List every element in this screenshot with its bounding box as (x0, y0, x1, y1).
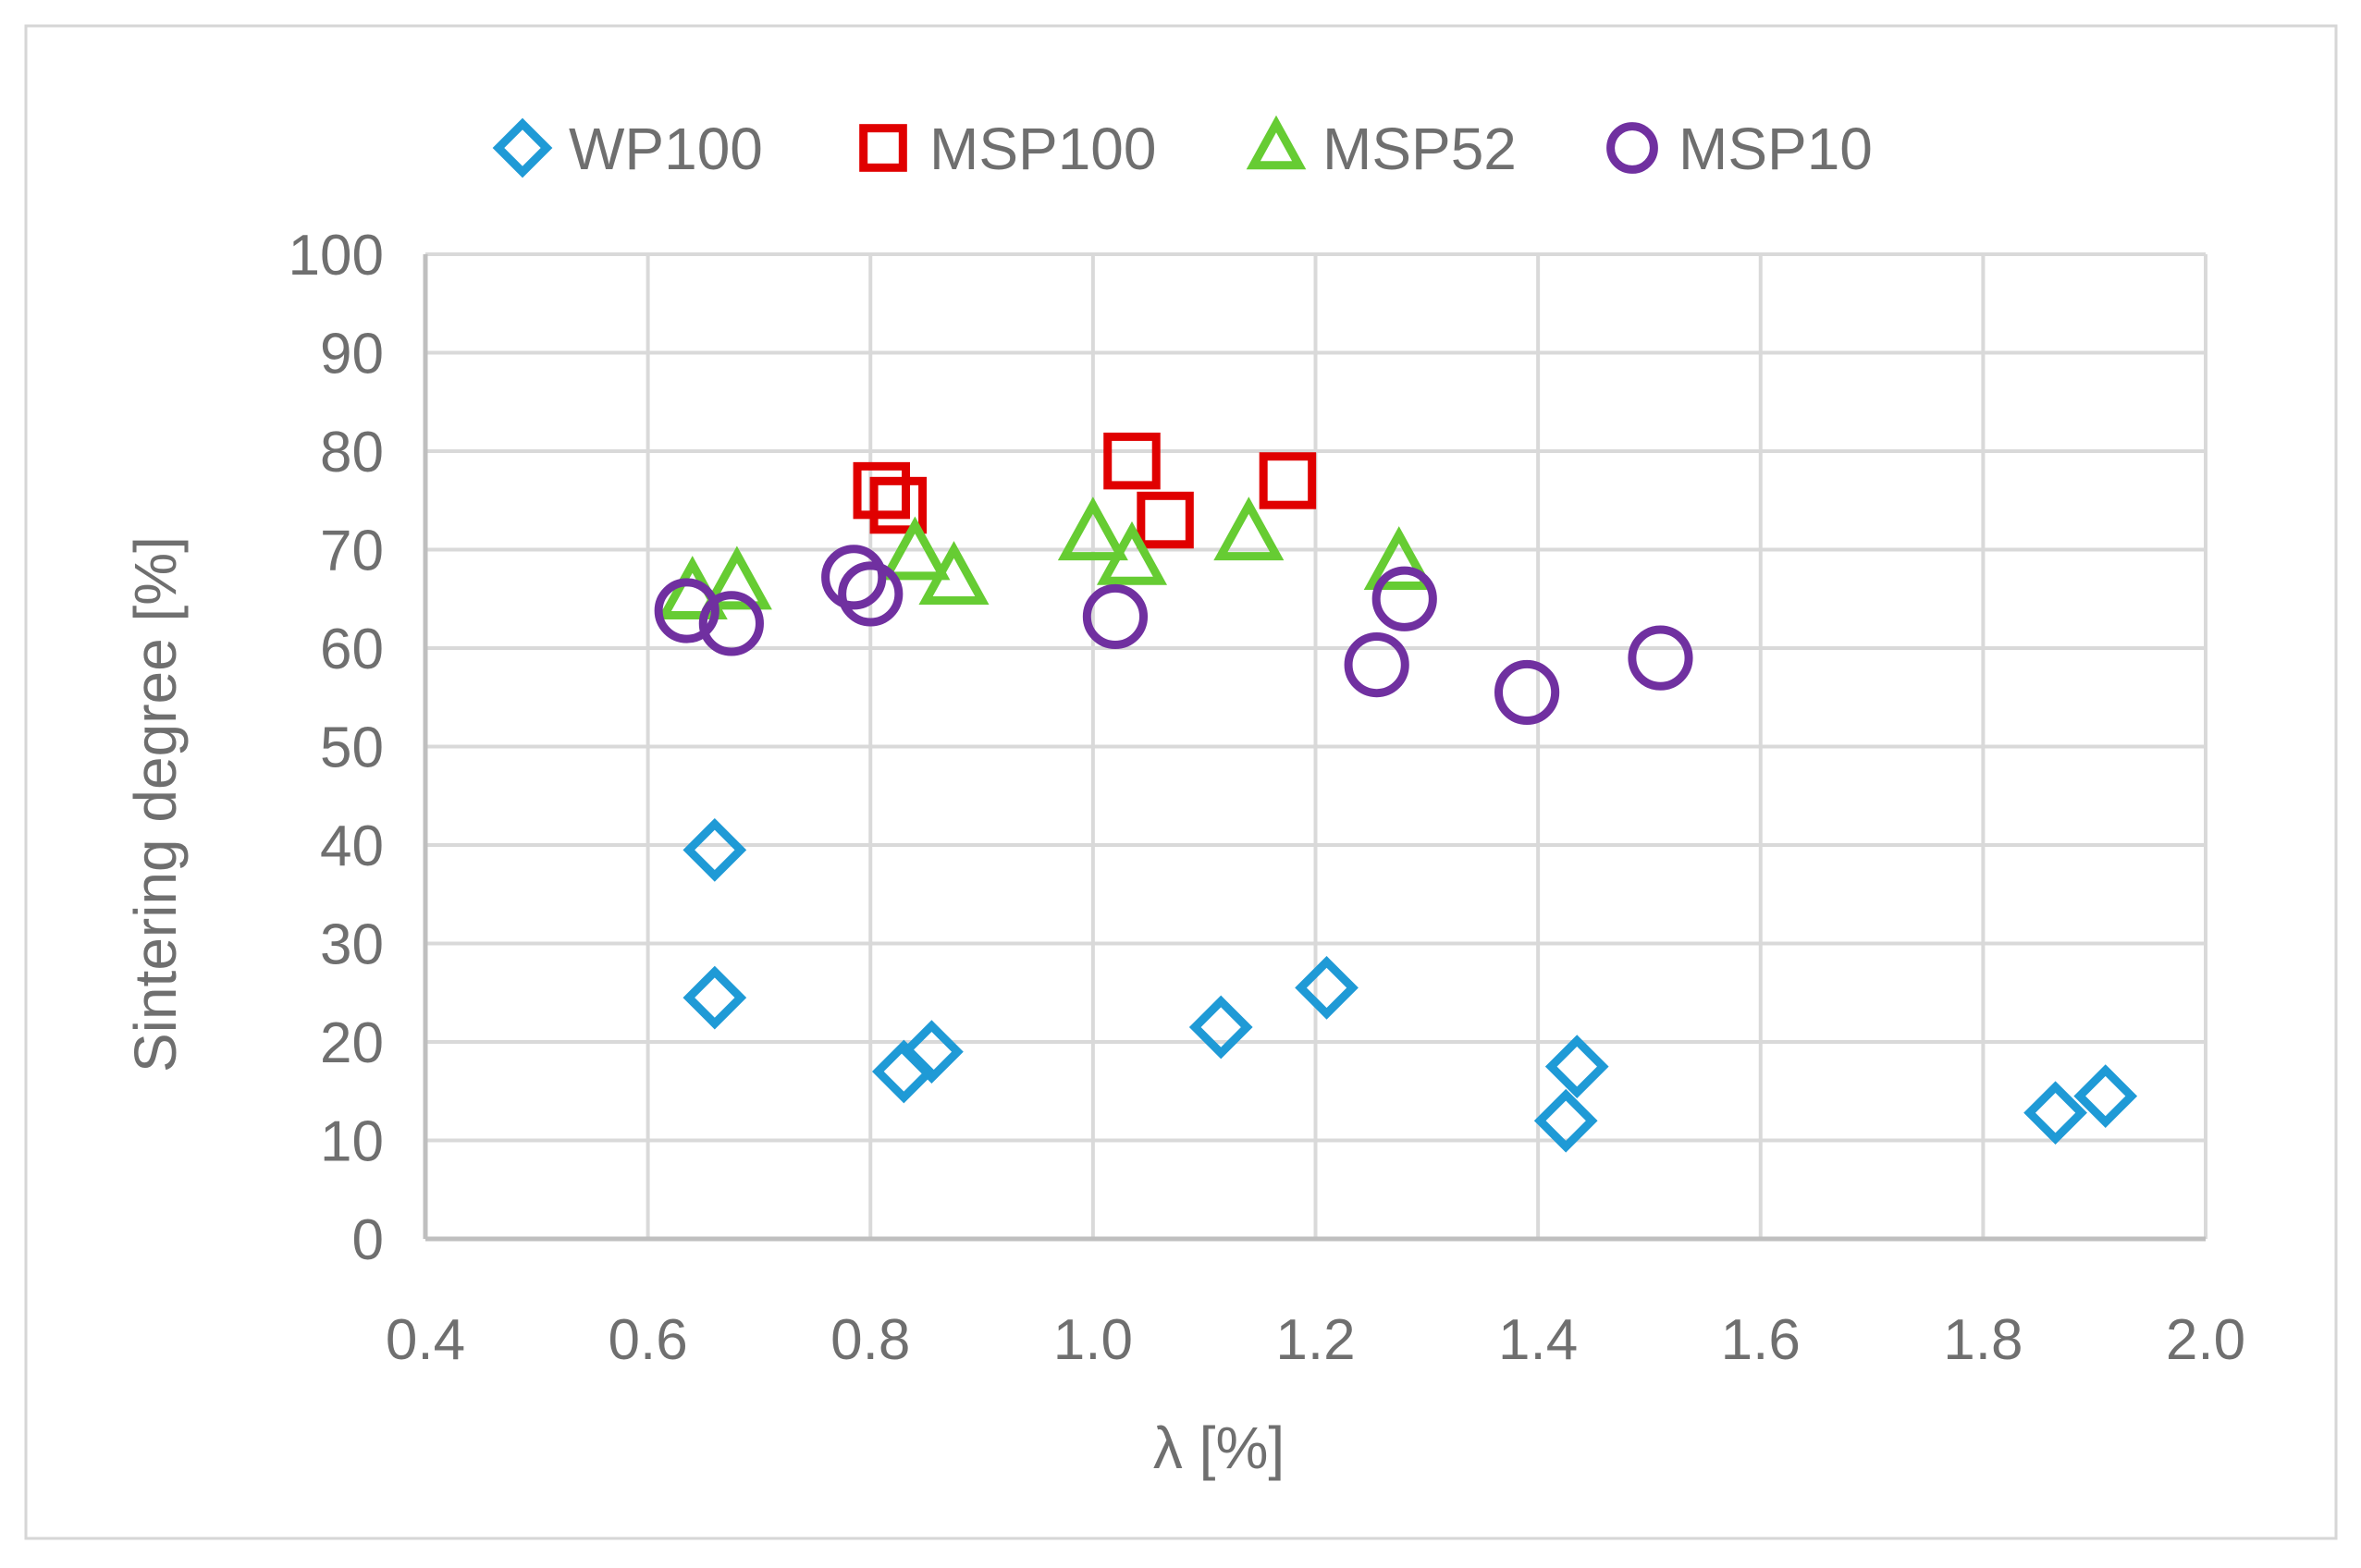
legend-label: MSP10 (1679, 116, 1873, 182)
legend: WP100 MSP100 MSP52 MSP10 (492, 115, 1873, 182)
y-tick-label: 30 (320, 913, 384, 977)
point-wp100 (1188, 995, 1253, 1060)
point-msp10 (1494, 659, 1560, 726)
point-msp100 (1259, 452, 1317, 509)
y-tick-label: 90 (320, 323, 384, 386)
axes (423, 254, 2206, 1242)
point-msp10 (1082, 583, 1149, 650)
chart-border (24, 24, 2338, 1540)
x-tick-label: 0.8 (830, 1308, 910, 1372)
point-msp10 (654, 578, 719, 643)
x-tick-labels: 0.4 0.6 0.8 1.0 1.2 1.4 1.6 1.8 2.0 (386, 1308, 2245, 1372)
point-wp100 (2023, 1081, 2087, 1145)
y-tick-label: 100 (289, 224, 384, 288)
point-msp10 (1371, 566, 1437, 631)
point-wp100 (1295, 956, 1359, 1020)
point-msp10 (1628, 625, 1693, 691)
point-msp10 (1344, 632, 1409, 698)
x-tick-label: 1.8 (1943, 1308, 2023, 1372)
point-msp52 (879, 516, 951, 581)
point-wp100 (682, 817, 747, 882)
y-tick-label: 60 (320, 618, 384, 681)
x-tick-label: 0.4 (386, 1308, 465, 1372)
y-tick-label: 70 (320, 520, 384, 583)
legend-marker-triangle (1246, 115, 1307, 170)
x-tick-label: 0.6 (609, 1308, 688, 1372)
legend-label: WP100 (569, 116, 763, 182)
point-msp52 (701, 545, 772, 610)
point-msp100 (1137, 491, 1194, 549)
legend-item-msp52: MSP52 (1246, 115, 1517, 182)
y-axis-label: Sintering degree [%] (122, 536, 189, 1072)
y-tick-label: 20 (320, 1011, 384, 1075)
data-points (654, 432, 2138, 1153)
x-axis-label: λ [%] (1153, 1415, 1285, 1481)
y-tick-label: 80 (320, 421, 384, 484)
x-tick-label: 1.4 (1498, 1308, 1578, 1372)
point-msp100 (1103, 432, 1161, 490)
x-tick-label: 1.2 (1275, 1308, 1355, 1372)
point-msp10 (838, 561, 904, 627)
x-tick-label: 1.6 (1721, 1308, 1801, 1372)
legend-marker-circle (1606, 122, 1658, 174)
point-msp100 (853, 461, 911, 520)
point-msp100 (869, 476, 928, 534)
x-tick-label: 1.0 (1053, 1308, 1133, 1372)
legend-label: MSP52 (1322, 116, 1517, 182)
legend-marker-square (859, 124, 907, 172)
legend-marker-diamond (492, 117, 553, 178)
point-wp100 (1544, 1035, 1609, 1098)
y-tick-labels: 0 10 20 30 40 50 60 70 80 90 100 (289, 224, 384, 1272)
point-msp52 (1057, 496, 1128, 561)
legend-item-msp100: MSP100 (859, 116, 1156, 182)
point-wp100 (682, 965, 747, 1030)
legend-item-wp100: WP100 (492, 116, 763, 182)
x-tick-label: 2.0 (2166, 1308, 2245, 1372)
y-tick-label: 0 (352, 1208, 384, 1272)
y-tick-label: 40 (320, 815, 384, 878)
point-msp52 (918, 541, 990, 605)
y-tick-label: 10 (320, 1110, 384, 1174)
legend-label: MSP100 (929, 116, 1156, 182)
point-msp52 (1096, 521, 1168, 585)
point-msp52 (1213, 496, 1285, 561)
legend-item-msp10: MSP10 (1606, 116, 1873, 182)
point-msp10 (698, 591, 764, 656)
point-msp10 (821, 545, 887, 610)
point-wp100 (2073, 1064, 2138, 1128)
y-tick-label: 50 (320, 717, 384, 780)
point-wp100 (1533, 1088, 1598, 1153)
point-wp100 (900, 1020, 964, 1084)
point-msp52 (1363, 526, 1434, 591)
